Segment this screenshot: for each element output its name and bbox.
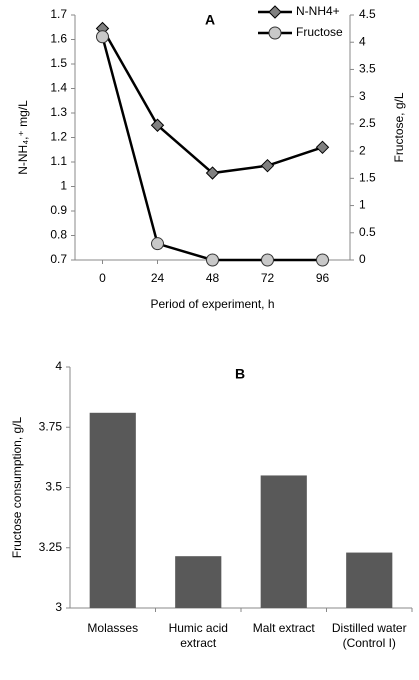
- data-point: [205, 166, 220, 180]
- y2-tick-label: 0: [359, 252, 366, 266]
- y-tick-label: 0.7: [50, 252, 67, 266]
- bar: [260, 475, 307, 608]
- y-tick-label: 1.6: [50, 32, 67, 46]
- y2-tick-label: 3.5: [359, 62, 376, 76]
- bar: [89, 412, 136, 608]
- y-tick-label: 1.4: [50, 81, 67, 95]
- data-point: [260, 158, 275, 173]
- data-point: [261, 253, 274, 267]
- x-tick-label: Distilled water (Control I): [331, 621, 407, 650]
- x-tick-label: 72: [261, 271, 275, 285]
- y-tick-label: 1.1: [50, 154, 67, 168]
- y2-tick-label: 3: [359, 89, 366, 103]
- y2-tick-label: 4: [359, 34, 366, 48]
- y-tick-label: 1.7: [50, 7, 67, 21]
- bar: [346, 552, 393, 608]
- y-tick-label: 1.2: [50, 130, 67, 144]
- x-tick-label: 96: [316, 271, 330, 285]
- bar: [175, 556, 222, 608]
- data-point: [206, 253, 219, 267]
- x-tick-label: Molasses: [87, 621, 139, 635]
- y-axis-label: N-NH₄,⁺ mg/L: [16, 100, 30, 175]
- y2-tick-label: 1: [359, 198, 366, 212]
- legend-marker: [268, 5, 282, 19]
- y-tick-label: 3.5: [45, 480, 62, 494]
- series-line: [101, 36, 323, 262]
- x-axis-label: Period of experiment, h: [150, 297, 274, 311]
- legend-marker: [268, 26, 282, 40]
- y-axis-label: Fructose consumption, g/L: [10, 416, 24, 558]
- x-tick-label: 48: [206, 271, 220, 285]
- chart-title: B: [235, 366, 245, 382]
- y2-tick-label: 4.5: [359, 7, 376, 21]
- x-tick-label: 24: [151, 271, 165, 285]
- y-tick-label: 3.75: [39, 419, 63, 433]
- y-tick-label: 4: [55, 359, 62, 373]
- y2-tick-label: 0.5: [359, 225, 376, 239]
- data-point: [316, 253, 329, 267]
- data-point: [315, 140, 330, 155]
- y2-axis-label: Fructose, g/L: [392, 92, 406, 162]
- y-tick-label: 3: [55, 600, 62, 614]
- y2-tick-label: 2: [359, 143, 366, 157]
- legend-label: N-NH4+: [296, 4, 340, 18]
- data-point: [151, 237, 164, 251]
- series-line: [101, 27, 323, 175]
- y2-tick-label: 2.5: [359, 116, 376, 130]
- legend-label: Fructose: [296, 25, 343, 39]
- x-tick-label: 0: [99, 271, 106, 285]
- y2-tick-label: 1.5: [359, 171, 376, 185]
- y-tick-label: 3.25: [39, 540, 63, 554]
- y-tick-label: 1.5: [50, 56, 67, 70]
- x-tick-label: Malt extract: [252, 621, 315, 635]
- y-tick-label: 1.3: [50, 105, 67, 119]
- x-tick-label: Humic acid extract: [168, 621, 228, 650]
- data-point: [150, 118, 165, 132]
- chart-title: A: [205, 12, 215, 28]
- y-tick-label: 0.9: [50, 203, 67, 217]
- data-point: [96, 30, 109, 44]
- y-tick-label: 0.8: [50, 228, 67, 242]
- y-tick-label: 1: [60, 179, 67, 193]
